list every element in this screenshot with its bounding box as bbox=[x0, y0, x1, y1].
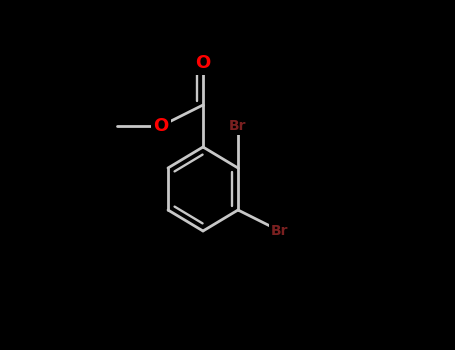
Text: Br: Br bbox=[271, 224, 289, 238]
Text: Br: Br bbox=[229, 119, 247, 133]
Text: O: O bbox=[195, 54, 211, 72]
Text: O: O bbox=[153, 117, 169, 135]
